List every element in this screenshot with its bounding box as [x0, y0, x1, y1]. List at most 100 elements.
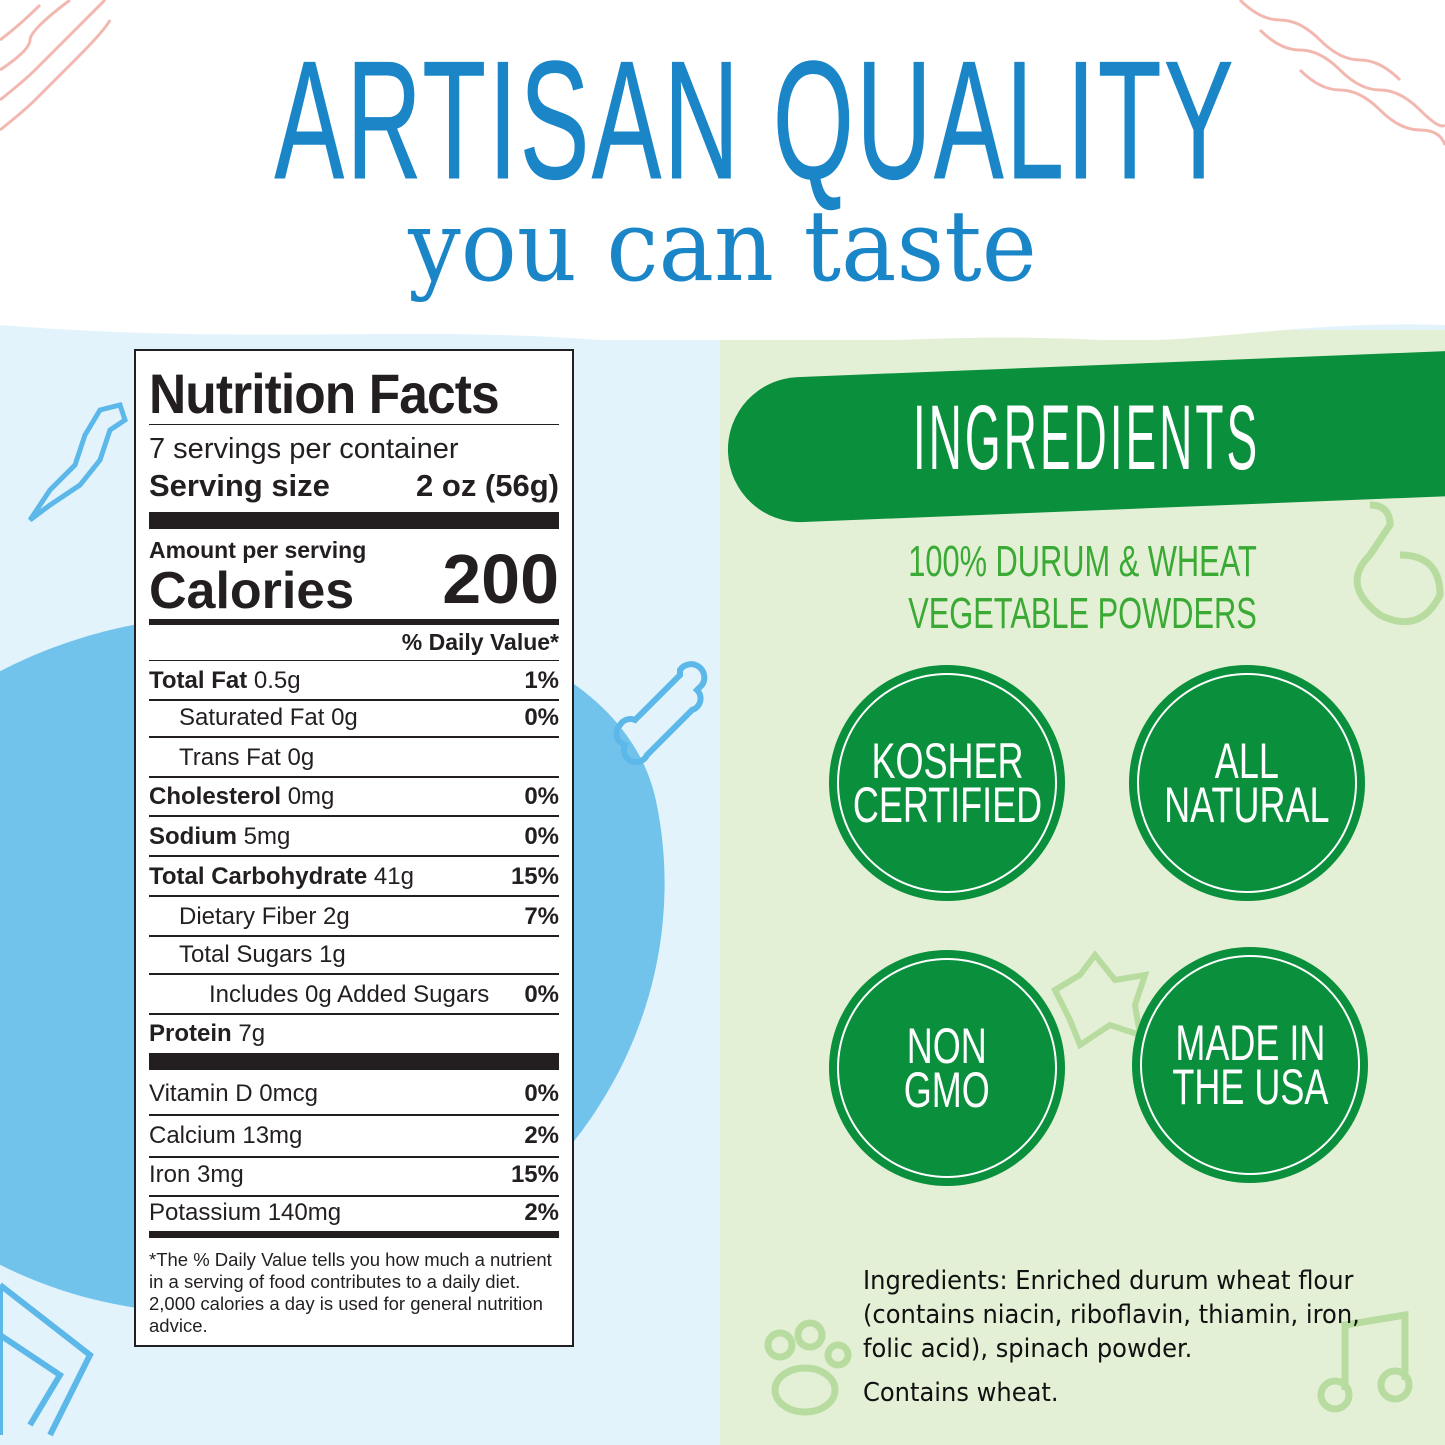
- row-divider: [149, 736, 559, 738]
- nutrient-label: Total Carbohydrate 41g: [149, 863, 414, 891]
- nutrient-row: Sodium 5mg 0%: [149, 823, 559, 851]
- nutrient-row: Cholesterol 0mg 0%: [149, 783, 559, 811]
- vitamin-row: Potassium 140mg 2%: [149, 1199, 559, 1227]
- nutrient-amount: Saturated Fat 0g: [179, 704, 358, 731]
- vitamin-row: Calcium 13mg 2%: [149, 1122, 559, 1150]
- nutrient-name: Sodium: [149, 823, 237, 850]
- daily-value-footnote: *The % Daily Value tells you how much a …: [149, 1249, 552, 1336]
- badge-all-natural: ALL NATURAL: [1129, 665, 1365, 901]
- rooster-icon: [1353, 501, 1444, 626]
- nutrient-label: Cholesterol 0mg: [149, 783, 334, 811]
- nutrient-row: Total Carbohydrate 41g 15%: [149, 863, 559, 891]
- nutrient-name: Total Fat: [149, 667, 248, 694]
- badge-made-in-usa: MADE IN THE USA: [1132, 947, 1368, 1183]
- vitamin-label: Potassium 140mg: [149, 1199, 342, 1226]
- nutrient-amount: Trans Fat 0g: [179, 744, 315, 771]
- badge-non-gmo: NON GMO: [829, 950, 1065, 1186]
- nutrient-amount: Dietary Fiber 2g: [179, 903, 350, 930]
- nutrient-row: Protein 7g: [149, 1020, 559, 1048]
- thick-divider: [149, 512, 559, 529]
- nutrient-row: Saturated Fat 0g 0%: [149, 704, 559, 732]
- spiderweb-icon: [0, 1282, 94, 1437]
- nutrient-name: Total Carbohydrate: [149, 863, 368, 890]
- nutrient-row: Trans Fat 0g: [149, 744, 559, 772]
- row-divider: [149, 855, 559, 857]
- nutrient-label: Saturated Fat 0g: [149, 704, 358, 732]
- vitamin-label: Calcium 13mg: [149, 1122, 303, 1149]
- nutrient-amount: Total Sugars 1g: [179, 941, 346, 968]
- row-divider: [149, 699, 559, 701]
- vitamin-row: Iron 3mg 15%: [149, 1161, 559, 1189]
- subtitle-line-2: VEGETABLE POWDERS: [908, 589, 1257, 638]
- music-note-icon: [1317, 1310, 1413, 1413]
- row-divider: [149, 1114, 559, 1116]
- bone-icon: [613, 661, 708, 766]
- headline-artisan-quality: ARTISAN QUALITY: [274, 26, 1236, 214]
- allergen-statement: Contains wheat.: [863, 1378, 1059, 1408]
- row-divider: [149, 973, 559, 975]
- nutrient-daily-value: 15%: [510, 863, 559, 890]
- serving-size-value: 2 oz (56g): [416, 468, 559, 503]
- badge-text: NON GMO: [904, 1018, 990, 1118]
- badge-text: MADE IN THE USA: [1171, 1015, 1329, 1115]
- header-background: [0, 0, 1445, 340]
- nutrient-amount: Includes 0g Added Sugars: [209, 981, 490, 1008]
- daily-value-header: % Daily Value*: [401, 629, 559, 655]
- nutrition-title: Nutrition Facts: [149, 362, 500, 425]
- nutrient-name: Protein: [149, 1020, 232, 1047]
- nutrient-label: Dietary Fiber 2g: [149, 903, 350, 931]
- nutrient-daily-value: 0%: [524, 704, 559, 731]
- ingredients-list: Ingredients: Enriched durum wheat flour …: [863, 1264, 1384, 1410]
- vitamin-daily-value: 0%: [524, 1080, 559, 1107]
- row-divider: [149, 1195, 559, 1197]
- vitamin-label: Iron 3mg: [149, 1161, 244, 1188]
- nutrient-label: Protein 7g: [149, 1020, 265, 1048]
- nutrient-label: Trans Fat 0g: [149, 744, 314, 772]
- calories-value: 200: [442, 540, 559, 618]
- ingredients-banner-title: INGREDIENTS: [912, 387, 1261, 489]
- badge-text: KOSHER CERTIFIED: [852, 733, 1042, 833]
- serving-size: Serving size 2 oz (56g): [149, 468, 559, 504]
- headline-you-can-taste: you can taste: [408, 190, 1037, 304]
- nutrient-daily-value: 0%: [524, 823, 559, 850]
- nutrient-name: Cholesterol: [149, 783, 282, 810]
- ingredients-text: Ingredients: Enriched durum wheat flour …: [863, 1266, 1360, 1364]
- vitamin-daily-value: 15%: [510, 1161, 559, 1188]
- badge-kosher-certified: KOSHER CERTIFIED: [829, 665, 1065, 901]
- serving-size-label: Serving size: [149, 468, 330, 503]
- vitamin-daily-value: 2%: [524, 1199, 559, 1226]
- paw-icon: [764, 1319, 852, 1416]
- vitamin-daily-value: 2%: [524, 1122, 559, 1149]
- row-divider: [149, 776, 559, 778]
- row-divider: [149, 1156, 559, 1158]
- nutrient-amount: 0.5g: [247, 667, 301, 694]
- nutrient-row: Includes 0g Added Sugars 0%: [149, 981, 559, 1009]
- nutrient-amount: 7g: [231, 1020, 266, 1047]
- medium-divider: [149, 1231, 559, 1238]
- nutrient-daily-value: 0%: [524, 981, 559, 1008]
- nutrient-amount: 5mg: [237, 823, 291, 850]
- nutrient-row: Total Fat 0.5g 1%: [149, 667, 559, 695]
- row-divider: [149, 935, 559, 937]
- dinosaur-icon: [27, 402, 128, 522]
- vitamin-label: Vitamin D 0mcg: [149, 1080, 318, 1107]
- vitamin-row: Vitamin D 0mcg 0%: [149, 1080, 559, 1108]
- nutrition-facts-label: Nutrition Facts 7 servings per container…: [134, 349, 574, 1347]
- badge-text: ALL NATURAL: [1164, 733, 1330, 833]
- row-divider: [149, 815, 559, 817]
- nutrient-daily-value: 0%: [524, 783, 559, 810]
- wave-decoration-right: [1238, 0, 1445, 146]
- dinosaur-outline-icon: [1051, 950, 1150, 1050]
- nutrient-amount: 0mg: [281, 783, 335, 810]
- nutrient-label: Sodium 5mg: [149, 823, 290, 851]
- thick-divider: [149, 1053, 559, 1070]
- divider: [149, 660, 559, 661]
- nutrient-row: Total Sugars 1g: [149, 941, 559, 969]
- calories-label: Calories: [149, 562, 355, 620]
- nutrient-daily-value: 7%: [524, 903, 559, 930]
- nutrient-row: Dietary Fiber 2g 7%: [149, 903, 559, 931]
- servings-per-container: 7 servings per container: [149, 433, 459, 465]
- nutrient-label: Includes 0g Added Sugars: [149, 981, 489, 1009]
- wave-decoration-left: [0, 0, 112, 132]
- nutrient-label: Total Sugars 1g: [149, 941, 346, 969]
